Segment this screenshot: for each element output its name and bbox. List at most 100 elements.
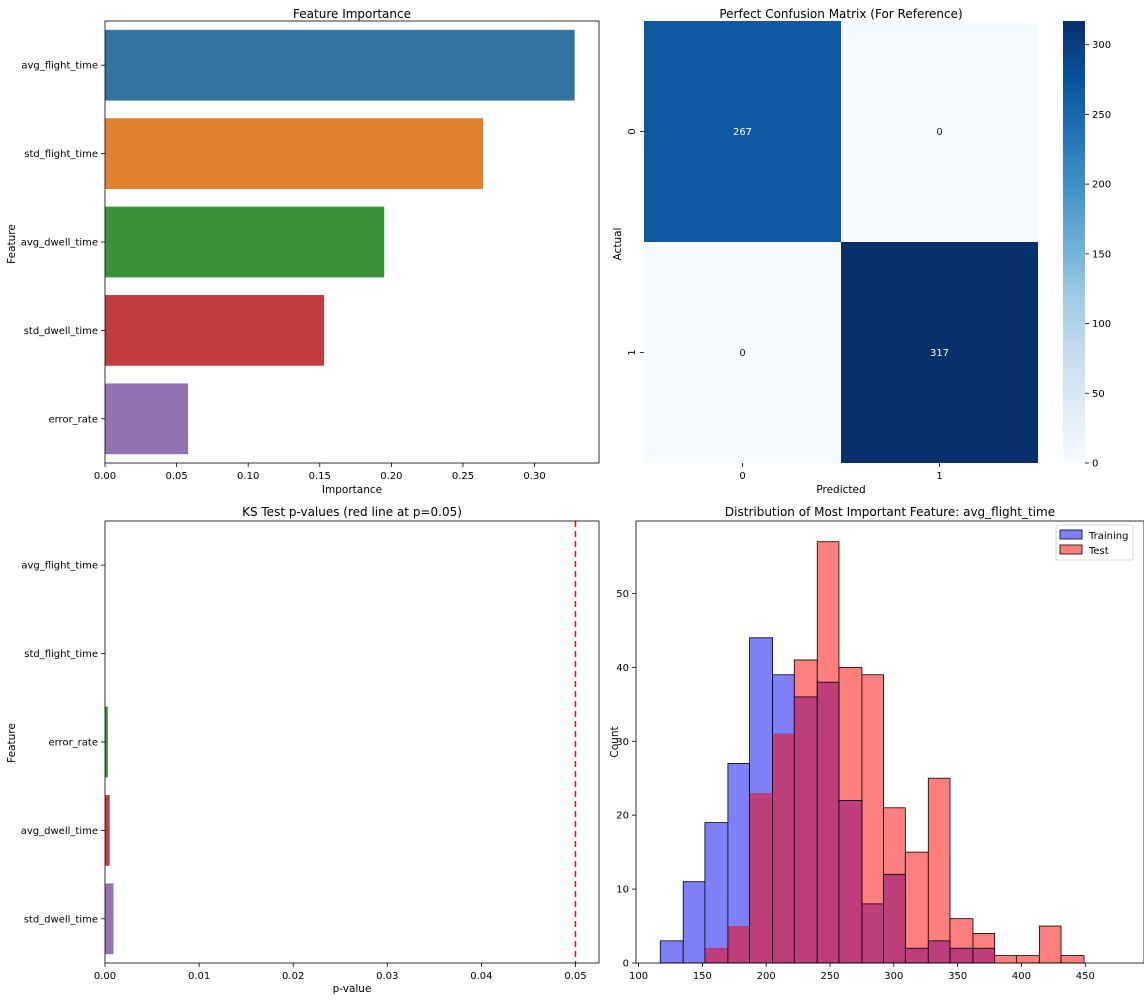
bar-avg-dwell-time [105,206,385,278]
y-tick-label-error-rate: error_rate [48,738,98,749]
x-tick-label: 0.25 [452,471,474,482]
feature-importance-y-ticks: avg_flight_time std_flight_time avg_dwell_… [21,61,105,425]
legend-label-training: Training [1088,531,1128,542]
test-bin-414 [1038,925,1062,964]
training-histogram [659,637,996,964]
y-tick-label-1: 1 [627,349,638,355]
y-tick-label-std-dwell-time: std_dwell_time [24,914,98,925]
colorbar-tick-label: 200 [1092,180,1111,191]
y-tick-label: 50 [616,589,629,600]
cell-0-1 [841,21,1038,242]
legend-swatch-test [1059,544,1083,555]
x-tick-label: 300 [884,971,903,982]
y-tick-label-std-dwell-time: std_dwell_time [24,326,98,337]
overlap-bin-222 [794,696,818,963]
cell-value-0-0: 267 [733,127,752,138]
x-tick-label: 0.02 [282,971,304,982]
distribution-y-ticks: 0 10 20 30 40 50 [616,589,636,970]
y-tick-label: 30 [616,737,629,748]
x-tick-label: 0.30 [523,471,545,482]
y-tick-label-std-flight-time: std_flight_time [24,149,98,160]
feature-importance-panel: Feature Importance avg_flight_time std_fl… [6,7,600,496]
y-tick-label: 40 [616,663,629,674]
ks-test-title: KS Test p-values (red line at p=0.05) [242,505,462,519]
cell-0-0 [644,21,841,242]
cell-value-1-1: 317 [930,348,949,359]
x-tick-label: 150 [693,971,712,982]
confusion-matrix-panel: Perfect Confusion Matrix (For Reference)… [612,7,1111,496]
feature-importance-bars [105,29,575,455]
confusion-matrix-title: Perfect Confusion Matrix (For Reference) [719,7,962,21]
distribution-axes-frame [635,520,1144,964]
cell-1-1 [841,242,1038,463]
cell-value-0-1: 0 [936,127,942,138]
training-bin-205 [772,674,795,734]
x-tick-label: 200 [757,971,776,982]
colorbar-ticks: 0 50 100 150 200 250 300 [1085,40,1111,470]
overlap-bin-362 [972,948,995,963]
cell-value-1-0: 0 [739,348,745,359]
cell-1-0 [644,242,841,463]
colorbar-tick-label: 300 [1092,40,1111,51]
y-tick-label-avg-dwell-time: avg_dwell_time [21,238,98,249]
x-tick-label: 0.01 [188,971,210,982]
confusion-matrix-ticks: 0 1 0 1 [627,128,943,482]
y-tick-label: 10 [616,885,629,896]
training-bin-152 [704,822,728,949]
overlap-bin-275 [861,903,884,963]
y-tick-label: 20 [616,811,629,822]
y-tick-label-error-rate: error_rate [48,414,98,425]
bar-std-flight-time [105,118,484,189]
legend: Training Test [1055,524,1134,561]
legend-label-test: Test [1088,546,1109,557]
overlap-bin-309 [905,948,929,963]
x-tick-label: 350 [948,971,967,982]
distribution-y-label: Count [609,726,621,757]
bar-avg-dwell-time [105,795,110,866]
overlap-bin-344 [949,948,973,963]
bar-std-dwell-time [105,295,325,366]
overlap-bin-327 [928,940,950,963]
training-bin-187 [749,637,773,793]
ks-test-bars [105,706,114,955]
colorbar-tick-label: 0 [1092,459,1098,470]
test-bin-327 [927,777,951,964]
y-tick-label-avg-dwell-time: avg_dwell_time [21,826,98,837]
feature-importance-x-ticks: 0.00 0.05 0.10 0.15 0.20 0.25 0.30 [94,463,546,482]
x-tick-label-0: 0 [739,471,745,482]
x-tick-label: 100 [629,971,648,982]
overlap-bin-257 [838,800,862,963]
x-tick-label: 400 [1012,971,1031,982]
overlap-bin-187 [749,793,773,963]
confusion-matrix-y-label: Actual [612,228,624,261]
bar-std-dwell-time [105,883,114,955]
test-bin-309 [904,851,929,964]
bar-error-rate [105,383,189,455]
ks-test-y-label: Feature [6,723,18,763]
feature-importance-x-label: Importance [322,484,382,496]
x-tick-label: 0.00 [94,971,116,982]
training-bin-170 [727,763,750,927]
x-tick-label: 0.10 [237,471,259,482]
x-tick-label: 0.05 [564,971,586,982]
bar-avg-flight-time [105,29,575,101]
ks-test-x-label: p-value [333,983,372,995]
y-tick-label-std-flight-time: std_flight_time [24,649,98,660]
ks-test-x-ticks: 0.00 0.01 0.02 0.03 0.04 0.05 [94,963,587,982]
test-bin-379 [994,955,1017,964]
y-tick-label: 0 [623,959,629,970]
x-tick-label: 0.20 [380,471,402,482]
feature-importance-axes-frame [104,20,600,464]
test-bin-431 [1060,955,1085,964]
training-bin-117 [660,940,684,963]
confusion-matrix-cells: 267 0 0 317 [644,21,1038,463]
confusion-matrix-x-label: Predicted [816,484,865,496]
x-tick-label: 0.03 [376,971,398,982]
training-bin-135 [683,881,705,963]
distribution-panel: Distribution of Most Important Feature: … [609,505,1144,982]
x-tick-label: 250 [820,971,839,982]
x-tick-label: 0.15 [309,471,331,482]
ks-test-panel: KS Test p-values (red line at p=0.05) av… [6,505,600,995]
x-tick-label: 0.05 [165,471,187,482]
